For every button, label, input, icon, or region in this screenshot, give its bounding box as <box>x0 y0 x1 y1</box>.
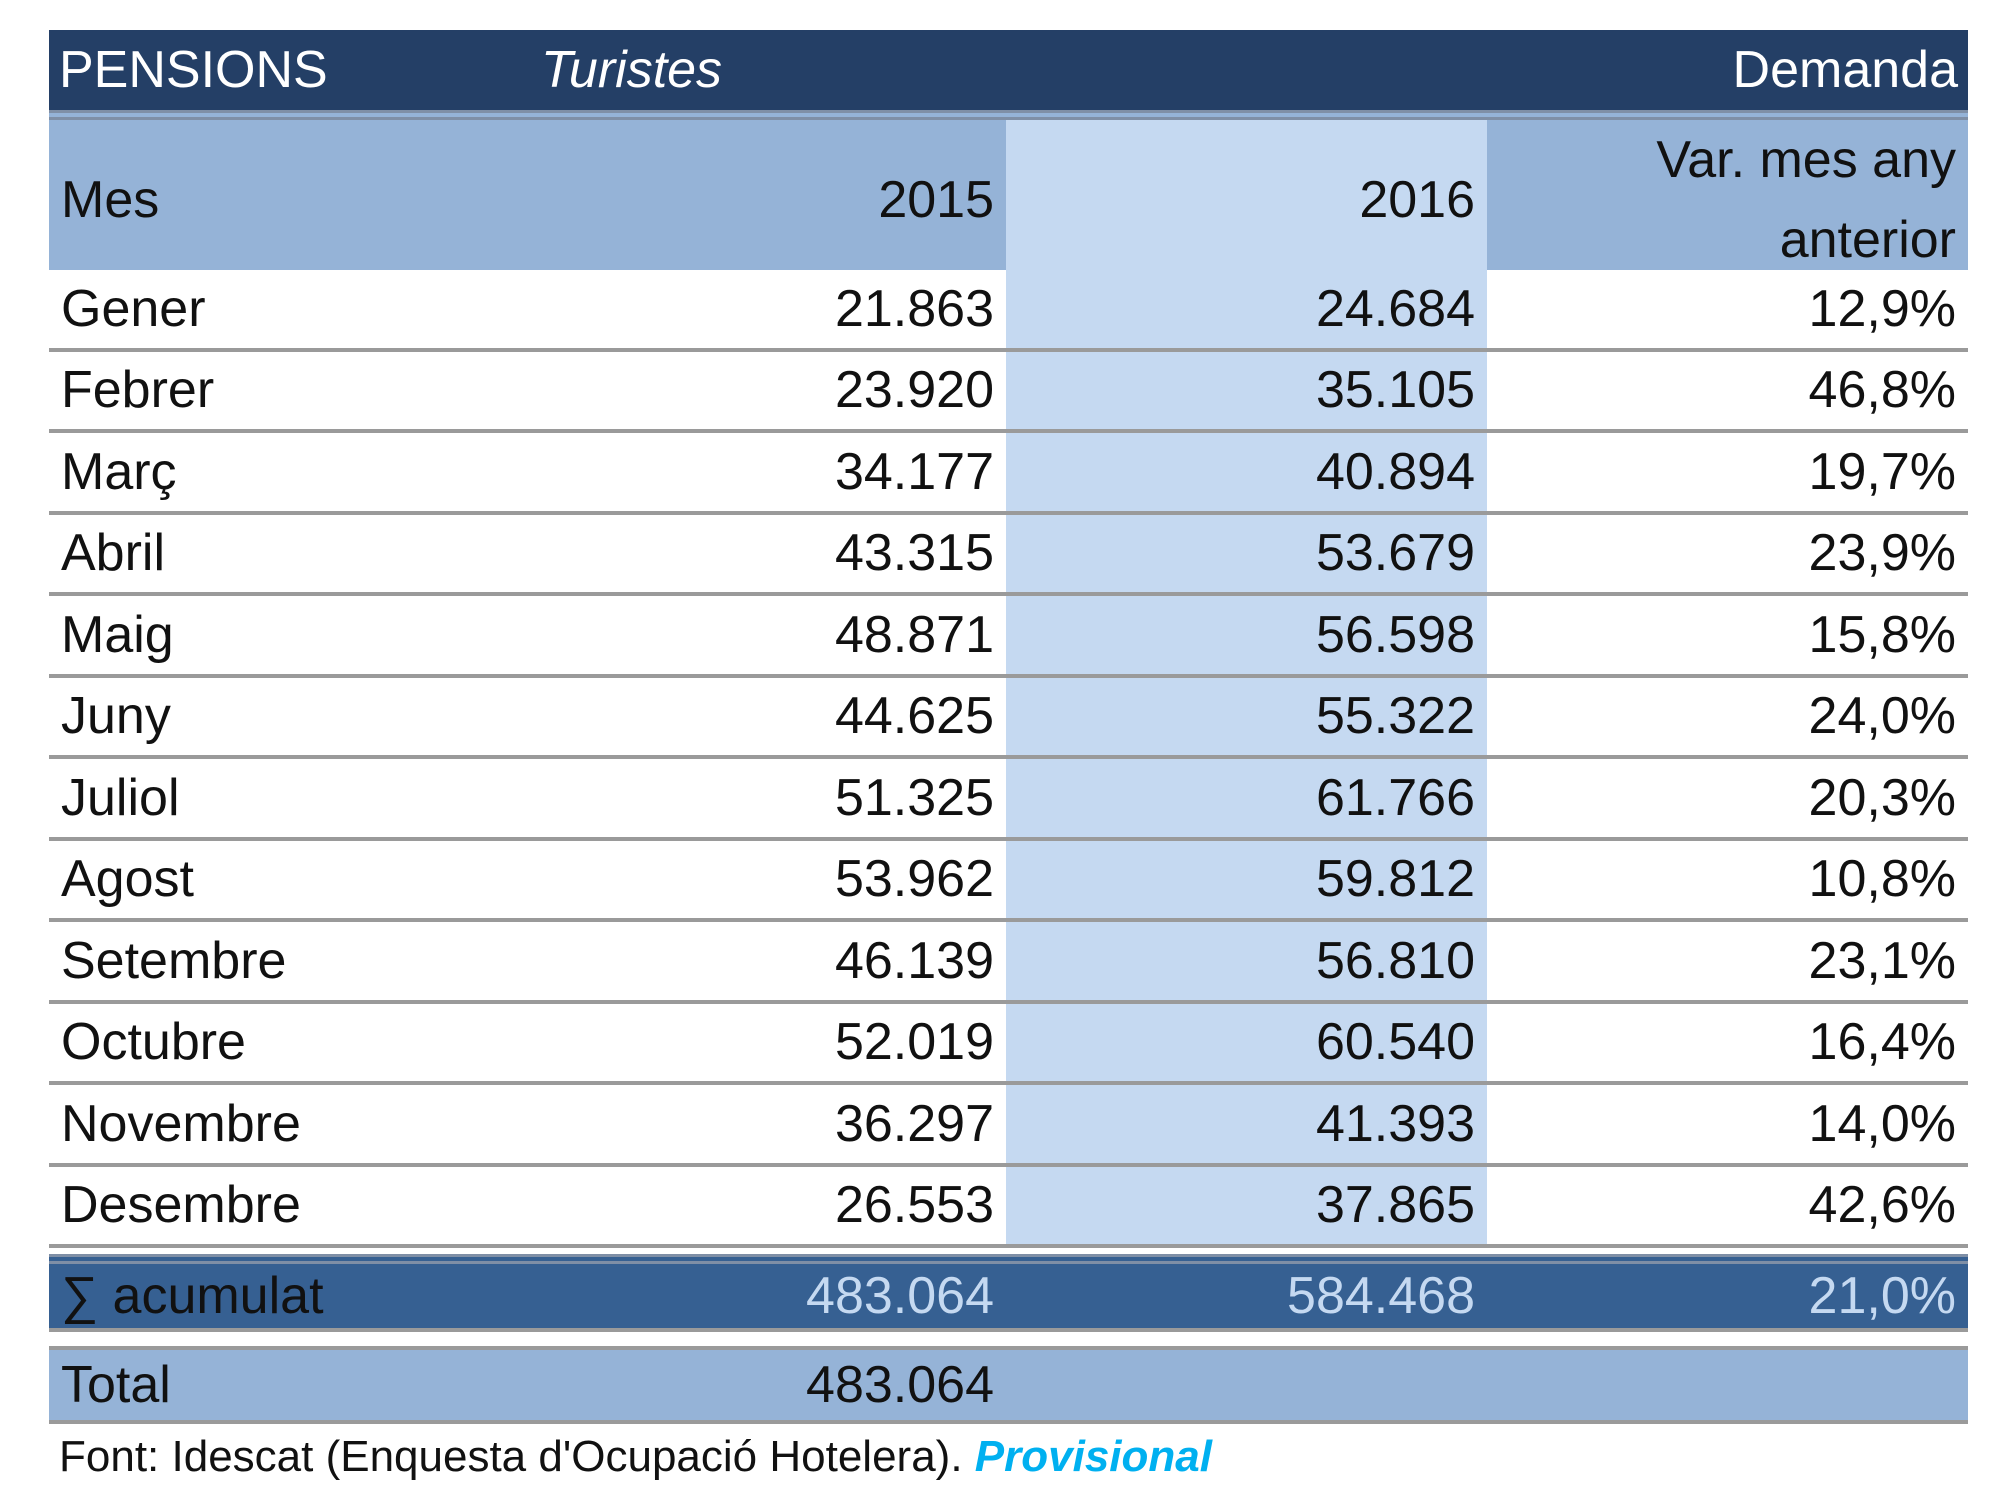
table-row: Agost 53.962 59.812 10,8% <box>49 840 1968 922</box>
accumulated-cell: ∑ acumulat <box>61 1267 324 1325</box>
month-cell: Desembre <box>61 1176 301 1235</box>
value-cell: 44.625 <box>834 687 994 746</box>
month-cell: Agost <box>61 850 194 909</box>
value-cell: 10,8% <box>1808 850 1956 909</box>
accumulated-cell: 21,0% <box>1808 1267 1956 1325</box>
value-cell: 20,3% <box>1808 768 1956 827</box>
value-cell: 55.322 <box>1006 677 1487 755</box>
month-cell: Gener <box>61 279 206 338</box>
value-cell: 56.598 <box>1006 596 1487 674</box>
value-cell: 35.105 <box>1006 351 1487 429</box>
total-row: Total 483.064 <box>49 1346 1968 1424</box>
table-row: Setembre 46.139 56.810 23,1% <box>49 922 1968 1004</box>
total-cell: Total <box>61 1356 171 1414</box>
table: PENSIONS Turistes Demanda Mes 2015 2016 Var… <box>49 30 1968 1482</box>
value-cell: 46.139 <box>834 931 994 990</box>
table-row: Juny 44.625 55.322 24,0% <box>49 677 1968 759</box>
value-cell: 53.679 <box>1006 514 1487 592</box>
value-cell: 24,0% <box>1808 687 1956 746</box>
value-cell: 23.920 <box>834 361 994 420</box>
value-cell: 14,0% <box>1808 1094 1956 1153</box>
accumulated-row: ∑ acumulat 483.064 584.468 21,0% <box>49 1254 1968 1332</box>
value-cell: 26.553 <box>834 1176 994 1235</box>
value-cell: 42,6% <box>1808 1176 1956 1235</box>
month-cell: Octubre <box>61 1013 246 1072</box>
footer: Font: Idescat (Enquesta d'Ocupació Hotel… <box>49 1432 1968 1482</box>
value-cell: 37.865 <box>1006 1166 1487 1244</box>
value-cell: 51.325 <box>834 768 994 827</box>
month-cell: Juliol <box>61 768 180 827</box>
total-cell: 483.064 <box>806 1356 994 1414</box>
value-cell: 61.766 <box>1006 759 1487 837</box>
table-row: Desembre 26.553 37.865 42,6% <box>49 1166 1968 1248</box>
month-cell: Novembre <box>61 1094 301 1153</box>
value-cell: 23,9% <box>1808 524 1956 583</box>
table-row: Juliol 51.325 61.766 20,3% <box>49 759 1968 841</box>
title: PENSIONS <box>59 41 328 99</box>
table-row: Febrer 23.920 35.105 46,8% <box>49 351 1968 433</box>
value-cell: 41.393 <box>1006 1085 1487 1163</box>
header-right: Demanda <box>1732 41 1958 99</box>
accumulated-cell: 584.468 <box>1287 1267 1475 1325</box>
value-cell: 52.019 <box>834 1013 994 1072</box>
value-cell: 15,8% <box>1808 605 1956 664</box>
month-cell: Febrer <box>61 361 215 420</box>
footer-source: Font: Idescat (Enquesta d'Ocupació Hotel… <box>59 1432 963 1481</box>
title-bar: PENSIONS Turistes Demanda <box>49 30 1968 110</box>
value-cell: 48.871 <box>834 605 994 664</box>
month-cell: Maig <box>61 605 174 664</box>
value-cell: 46,8% <box>1808 361 1956 420</box>
value-cell: 21.863 <box>834 279 994 338</box>
table-row: Maig 48.871 56.598 15,8% <box>49 596 1968 678</box>
table-row: Novembre 36.297 41.393 14,0% <box>49 1085 1968 1167</box>
value-cell: 23,1% <box>1808 931 1956 990</box>
value-cell: 60.540 <box>1006 1003 1487 1081</box>
month-cell: Juny <box>61 687 171 746</box>
month-cell: Setembre <box>61 931 287 990</box>
value-cell: 36.297 <box>834 1094 994 1153</box>
value-cell: 59.812 <box>1006 840 1487 918</box>
value-cell: 40.894 <box>1006 433 1487 511</box>
value-cell: 56.810 <box>1006 922 1487 1000</box>
table-row: Març 34.177 40.894 19,7% <box>49 433 1968 515</box>
value-cell: 12,9% <box>1808 279 1956 338</box>
accumulated-cell: 483.064 <box>806 1267 994 1325</box>
month-cell: Març <box>61 442 177 501</box>
value-cell: 24.684 <box>1006 270 1487 348</box>
column-header: Mes <box>61 171 160 229</box>
month-cell: Abril <box>61 524 166 583</box>
table-row: Abril 43.315 53.679 23,9% <box>49 514 1968 596</box>
table-row: Octubre 52.019 60.540 16,4% <box>49 1003 1968 1085</box>
column-header: 2015 <box>878 171 994 229</box>
table-body: Gener 21.863 24.684 12,9% Febrer 23.920 35.105… <box>49 270 1968 1248</box>
column-header-row: Mes 2015 2016 Var. mes any anterior <box>49 110 1968 280</box>
table-row: Gener 21.863 24.684 12,9% <box>49 270 1968 352</box>
value-cell: 53.962 <box>834 850 994 909</box>
value-cell: 19,7% <box>1808 442 1956 501</box>
value-cell: 34.177 <box>834 442 994 501</box>
value-cell: 16,4% <box>1808 1013 1956 1072</box>
footer-note: Provisional <box>974 1432 1212 1481</box>
subtitle: Turistes <box>541 41 723 99</box>
column-header: Var. mes any anterior <box>1656 131 1956 269</box>
value-cell: 43.315 <box>834 524 994 583</box>
column-header: 2016 <box>1006 120 1487 280</box>
